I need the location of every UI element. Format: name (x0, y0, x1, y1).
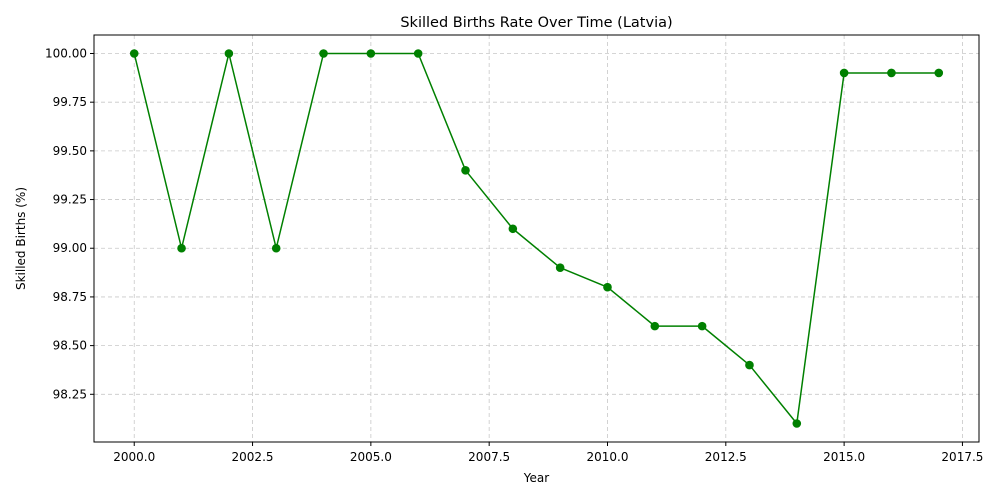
data-point (366, 49, 376, 58)
plot-frame (93, 34, 980, 443)
data-point (934, 68, 944, 78)
grid-layer (94, 35, 979, 442)
x-tick-label: 2000.0 (113, 450, 155, 464)
x-tick-label: 2002.5 (232, 450, 274, 464)
data-point (129, 49, 139, 58)
x-tick-label: 2010.0 (586, 450, 628, 464)
data-point (413, 49, 423, 58)
data-point (697, 321, 707, 331)
data-point (650, 321, 660, 331)
y-tick-label: 98.50 (53, 339, 87, 353)
x-tick-label: 2007.5 (468, 450, 510, 464)
data-point (887, 68, 896, 78)
ticks-layer: 2000.0 2002.5 2005.0 2007.5 2010.0 2012.5 2015… (45, 47, 983, 465)
x-tick-label: 2015.0 (823, 450, 865, 464)
series-layer (129, 49, 944, 428)
data-point (745, 360, 754, 370)
data-point (508, 224, 518, 234)
x-tick-label: 2017.5 (941, 450, 983, 464)
y-tick-label: 99.00 (53, 241, 87, 255)
data-point (792, 419, 802, 428)
data-point (555, 263, 565, 273)
y-tick-label: 99.25 (53, 193, 87, 207)
y-tick-label: 99.75 (53, 95, 87, 109)
y-tick-label: 100.00 (45, 47, 87, 61)
data-point (224, 49, 234, 58)
y-tick-label: 99.50 (53, 144, 87, 158)
data-point (461, 166, 470, 175)
data-point (319, 49, 328, 58)
x-tick-label: 2005.0 (350, 450, 392, 464)
y-tick-label: 98.25 (53, 387, 87, 401)
y-axis-title: Skilled Births (%) (14, 187, 28, 290)
data-point (839, 68, 849, 78)
data-point (177, 243, 186, 253)
data-point (271, 243, 281, 253)
x-axis-title: Year (523, 471, 549, 485)
x-tick-label: 2012.5 (705, 450, 747, 464)
data-point (603, 282, 612, 292)
y-tick-label: 98.75 (53, 290, 87, 304)
series-line (133, 52, 939, 425)
chart-title: Skilled Births Rate Over Time (Latvia) (400, 15, 672, 31)
